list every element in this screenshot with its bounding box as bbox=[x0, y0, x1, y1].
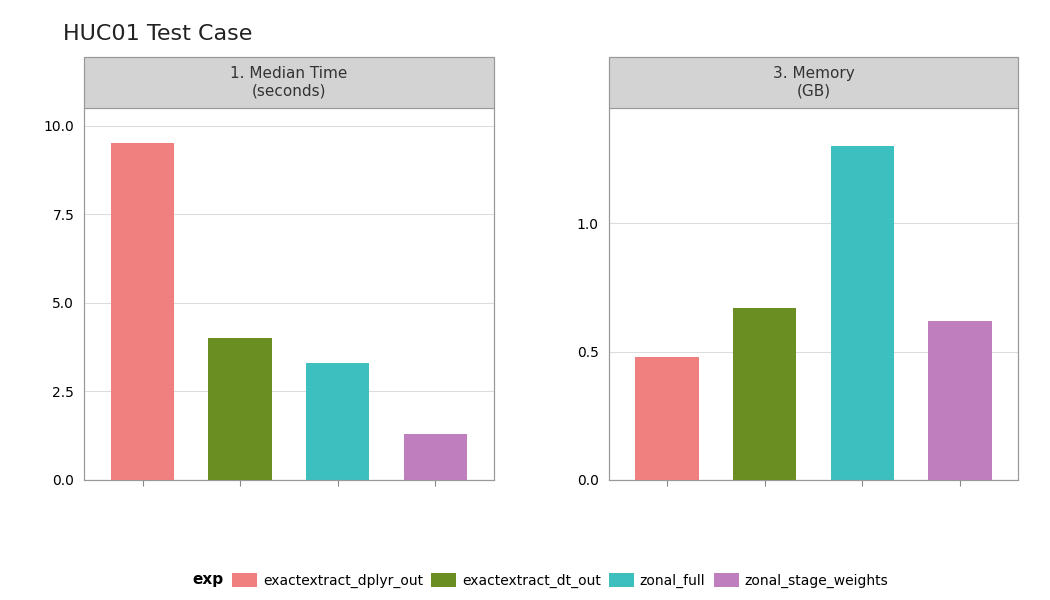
Text: 1. Median Time
(seconds): 1. Median Time (seconds) bbox=[230, 66, 348, 98]
Legend: exp, exactextract_dplyr_out, exactextract_dt_out, zonal_full, zonal_stage_weight: exp, exactextract_dplyr_out, exactextrac… bbox=[156, 567, 894, 593]
Bar bbox=[306, 363, 370, 480]
Bar bbox=[831, 146, 895, 480]
Bar bbox=[403, 434, 467, 480]
Bar bbox=[733, 308, 797, 480]
Text: 3. Memory
(GB): 3. Memory (GB) bbox=[773, 66, 855, 98]
Bar bbox=[111, 143, 174, 480]
Bar bbox=[635, 357, 699, 480]
Bar bbox=[208, 338, 272, 480]
Text: HUC01 Test Case: HUC01 Test Case bbox=[63, 24, 252, 44]
Bar bbox=[928, 321, 991, 480]
